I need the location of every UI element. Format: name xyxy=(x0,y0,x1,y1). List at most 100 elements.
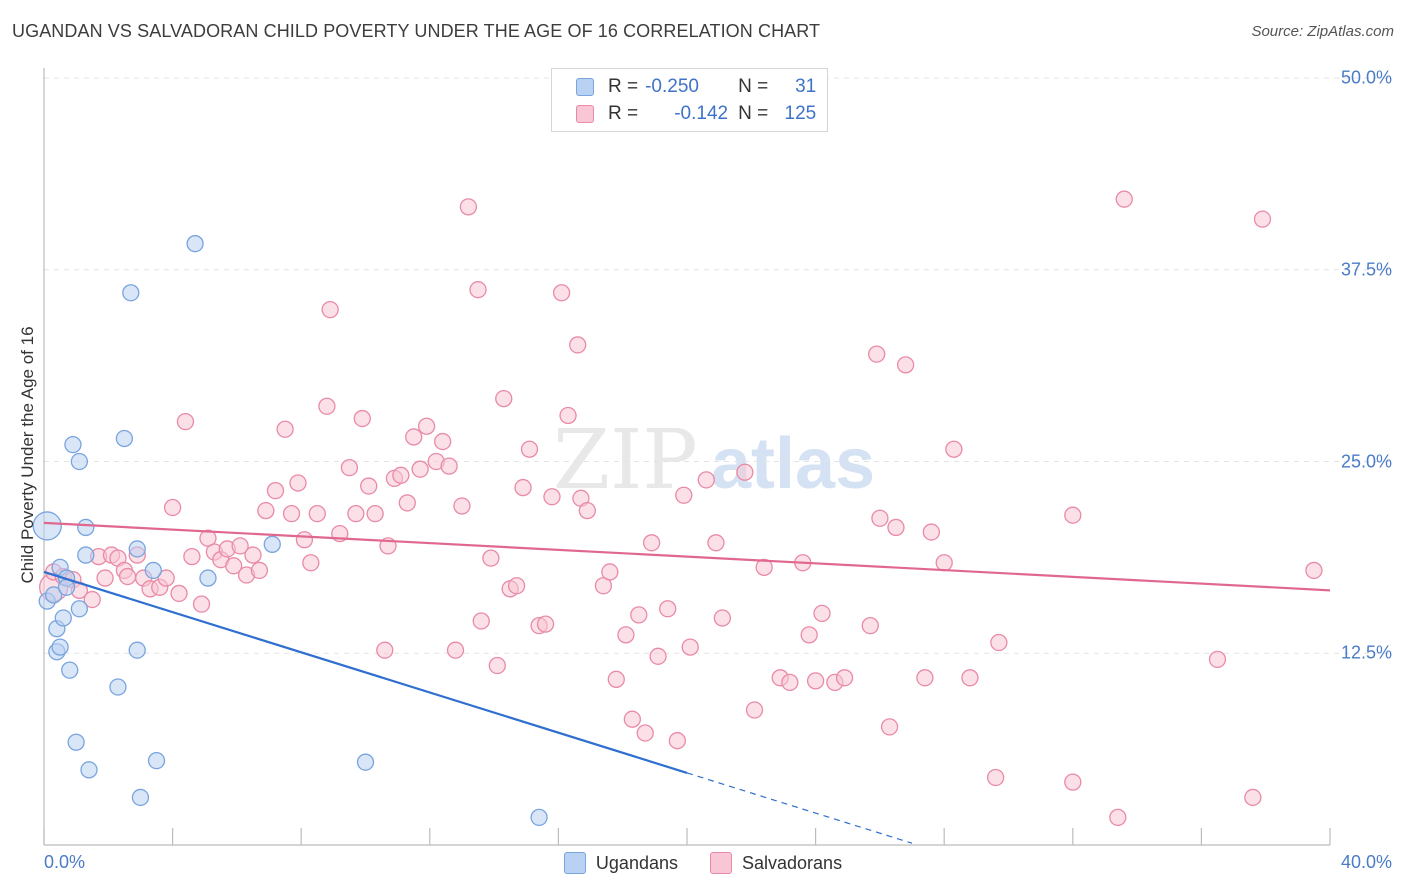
salvadorans-point[interactable] xyxy=(755,558,773,576)
salvadorans-point[interactable] xyxy=(289,474,307,492)
salvadorans-point[interactable] xyxy=(935,554,953,572)
salvadorans-point[interactable] xyxy=(675,486,693,504)
ugandans-point[interactable] xyxy=(77,546,95,564)
salvadorans-point[interactable] xyxy=(945,440,963,458)
salvadorans-point[interactable] xyxy=(469,281,487,299)
ugandans-point[interactable] xyxy=(44,586,63,604)
salvadorans-point[interactable] xyxy=(495,389,513,408)
salvadorans-point[interactable] xyxy=(617,626,635,644)
salvadorans-point[interactable] xyxy=(1109,808,1127,827)
salvadorans-point[interactable] xyxy=(353,409,371,428)
salvadorans-point[interactable] xyxy=(411,460,429,478)
salvadorans-point[interactable] xyxy=(649,647,667,665)
salvadorans-point[interactable] xyxy=(405,428,423,446)
salvadorans-point[interactable] xyxy=(257,501,275,520)
ugandans-point[interactable] xyxy=(356,753,375,771)
salvadorans-point[interactable] xyxy=(636,724,654,742)
salvadorans-point[interactable] xyxy=(552,284,571,302)
legend-item-salvadorans[interactable]: Salvadorans xyxy=(710,852,842,874)
ugandans-point[interactable] xyxy=(122,284,140,302)
salvadorans-point[interactable] xyxy=(681,638,699,656)
ugandans-point[interactable] xyxy=(70,452,89,471)
salvadorans-point[interactable] xyxy=(192,595,211,613)
salvadorans-point[interactable] xyxy=(806,672,825,690)
salvadorans-point[interactable] xyxy=(642,534,661,552)
salvadorans-point[interactable] xyxy=(514,478,532,497)
salvadorans-point[interactable] xyxy=(887,518,905,537)
salvadorans-point[interactable] xyxy=(250,561,269,580)
salvadorans-point[interactable] xyxy=(163,498,182,517)
salvadorans-point[interactable] xyxy=(961,669,979,687)
salvadorans-point[interactable] xyxy=(1208,650,1227,669)
ugandans-point[interactable] xyxy=(186,235,204,253)
salvadorans-point[interactable] xyxy=(392,466,410,484)
salvadorans-point[interactable] xyxy=(922,523,940,541)
ugandans-point[interactable] xyxy=(115,429,134,448)
salvadorans-point[interactable] xyxy=(745,701,764,719)
salvadorans-point[interactable] xyxy=(835,669,854,687)
salvadorans-point[interactable] xyxy=(507,577,526,595)
salvadorans-point[interactable] xyxy=(1244,788,1262,807)
salvadorans-point[interactable] xyxy=(896,356,915,374)
salvadorans-point[interactable] xyxy=(916,669,934,687)
ugandans-point[interactable] xyxy=(263,535,281,553)
salvadorans-point[interactable] xyxy=(398,494,416,512)
salvadorans-point[interactable] xyxy=(366,505,384,523)
salvadorans-point[interactable] xyxy=(360,477,378,495)
salvadorans-point[interactable] xyxy=(520,440,539,458)
salvadorans-point[interactable] xyxy=(1064,506,1082,524)
salvadorans-point[interactable] xyxy=(488,656,506,675)
salvadorans-point[interactable] xyxy=(225,557,243,575)
salvadorans-point[interactable] xyxy=(713,609,732,627)
ugandans-point[interactable] xyxy=(530,808,548,827)
salvadorans-point[interactable] xyxy=(446,641,465,659)
salvadorans-point[interactable] xyxy=(623,710,641,728)
salvadorans-point[interactable] xyxy=(707,534,725,552)
ugandans-point[interactable] xyxy=(77,518,95,537)
salvadorans-point[interactable] xyxy=(157,569,175,587)
salvadorans-point[interactable] xyxy=(199,529,217,547)
ugandans-point[interactable] xyxy=(67,733,85,751)
salvadorans-point[interactable] xyxy=(308,505,326,523)
salvadorans-point[interactable] xyxy=(183,547,201,566)
salvadorans-point[interactable] xyxy=(118,567,137,586)
salvadorans-point[interactable] xyxy=(1115,190,1133,208)
ugandans-point[interactable] xyxy=(131,788,150,807)
salvadorans-point[interactable] xyxy=(601,563,619,581)
ugandans-point[interactable] xyxy=(199,569,217,587)
salvadorans-point[interactable] xyxy=(282,505,301,523)
ugandans-point[interactable] xyxy=(109,678,127,696)
salvadorans-point[interactable] xyxy=(440,457,458,475)
salvadorans-point[interactable] xyxy=(417,417,436,435)
salvadorans-point[interactable] xyxy=(244,546,262,564)
salvadorans-point[interactable] xyxy=(736,463,754,481)
salvadorans-point[interactable] xyxy=(1305,561,1323,580)
salvadorans-point[interactable] xyxy=(536,615,555,633)
salvadorans-point[interactable] xyxy=(543,488,561,506)
salvadorans-point[interactable] xyxy=(569,336,587,354)
salvadorans-point[interactable] xyxy=(302,554,320,572)
salvadorans-point[interactable] xyxy=(276,420,294,438)
salvadorans-point[interactable] xyxy=(813,604,831,623)
salvadorans-point[interactable] xyxy=(434,432,452,451)
ugandans-point[interactable] xyxy=(80,761,98,779)
salvadorans-point[interactable] xyxy=(83,590,101,609)
salvadorans-point[interactable] xyxy=(176,412,195,431)
salvadorans-point[interactable] xyxy=(1064,773,1082,791)
salvadorans-point[interactable] xyxy=(318,397,336,415)
salvadorans-point[interactable] xyxy=(1253,210,1272,228)
salvadorans-point[interactable] xyxy=(880,718,899,736)
salvadorans-point[interactable] xyxy=(453,497,471,515)
salvadorans-point[interactable] xyxy=(340,458,359,477)
ugandans-point[interactable] xyxy=(128,641,146,659)
salvadorans-point[interactable] xyxy=(295,531,314,549)
salvadorans-point[interactable] xyxy=(96,569,114,587)
salvadorans-point[interactable] xyxy=(266,481,285,500)
ugandans-point[interactable] xyxy=(128,540,146,558)
legend-item-ugandans[interactable]: Ugandans xyxy=(563,852,678,874)
salvadorans-point[interactable] xyxy=(659,600,677,618)
ugandans-point[interactable] xyxy=(144,561,162,580)
salvadorans-point[interactable] xyxy=(990,633,1008,652)
salvadorans-point[interactable] xyxy=(347,505,365,523)
ugandans-point[interactable] xyxy=(61,661,79,679)
